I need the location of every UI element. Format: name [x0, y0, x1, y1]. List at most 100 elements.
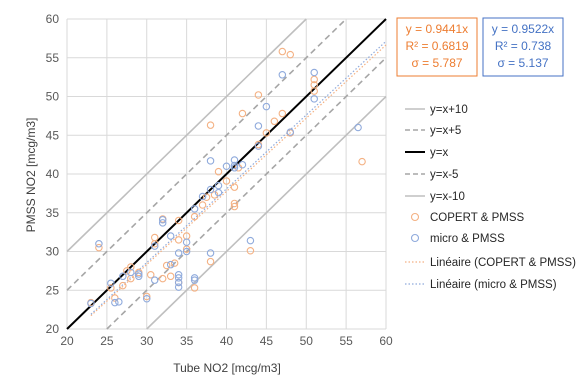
point-series-1 [150, 242, 159, 250]
point-series-0 [146, 270, 155, 279]
point-series-0 [202, 193, 211, 202]
point-series-0 [210, 191, 219, 199]
point-series-1 [230, 164, 239, 172]
stat-box-1 [482, 17, 564, 77]
point-series-1 [310, 68, 318, 77]
point-series-0 [198, 201, 207, 209]
point-series-0 [230, 199, 239, 208]
point-series-0 [246, 246, 255, 255]
point-series-1 [119, 272, 127, 281]
stat-sigma: σ = 5.137 [497, 56, 548, 70]
x-axis-title: Tube NO2 [mcg/m3] [173, 361, 281, 375]
point-series-0 [222, 177, 231, 185]
point-series-0 [150, 240, 159, 248]
y-tick-label: 30 [46, 245, 60, 259]
point-series-1 [238, 160, 247, 169]
point-series-0 [170, 259, 179, 267]
point-series-1 [174, 249, 183, 257]
point-series-0 [254, 91, 263, 99]
point-series-1 [254, 142, 263, 150]
point-series-1 [158, 215, 167, 224]
x-tick-label: 55 [339, 334, 353, 348]
point-series-1 [206, 157, 215, 165]
point-series-0 [214, 167, 223, 176]
point-series-1 [190, 276, 199, 284]
point-series-1 [95, 240, 103, 248]
point-series-0 [123, 267, 131, 275]
point-series-0 [107, 284, 115, 292]
legend-label: y=x-10 [430, 191, 465, 203]
point-series-1 [278, 71, 287, 79]
stat-r2: R² = 0.738 [495, 39, 552, 53]
y-tick-label: 40 [46, 167, 60, 181]
point-series-0 [111, 294, 119, 302]
x-tick-label: 40 [220, 334, 234, 348]
y-axis-title: PMSS NO2 [mcg/m3] [24, 118, 38, 233]
point-series-1 [135, 272, 143, 281]
point-series-1 [174, 278, 183, 287]
y-tick-label: 50 [46, 90, 60, 104]
point-series-0 [262, 129, 271, 137]
point-series-1 [127, 268, 135, 277]
ref-line-y=x+5 [66, 18, 347, 291]
point-series-1 [174, 283, 183, 291]
legend-label: y=x+10 [430, 104, 468, 116]
point-series-1 [150, 276, 159, 284]
ref-line-y=x-5 [106, 57, 387, 330]
ref-line-y=x+10 [66, 18, 307, 253]
trend-stat-boxes: y = 0.9441x R² = 0.6819 σ = 5.787 y = 0.952… [396, 17, 564, 77]
point-series-1 [310, 95, 318, 103]
point-series-1 [115, 298, 123, 306]
x-tick-label: 45 [260, 334, 274, 348]
x-tick-label: 20 [60, 334, 74, 348]
point-series-1 [354, 123, 362, 132]
trendline-1 [90, 40, 387, 315]
point-series-1 [174, 274, 183, 282]
point-series-1 [166, 260, 175, 269]
point-series-1 [190, 274, 199, 282]
point-series-1 [230, 156, 239, 164]
point-series-0 [127, 274, 135, 283]
point-series-0 [174, 236, 183, 244]
point-series-0 [238, 109, 247, 118]
point-series-0 [230, 183, 239, 191]
stat-sigma: σ = 5.787 [411, 56, 462, 70]
point-series-0 [230, 202, 239, 211]
point-series-0 [190, 284, 199, 292]
point-series-1 [158, 219, 167, 227]
tick-labels: 20 25 30 35 40 45 50 55 60 20 25 30 35 40 45 50 55 60 [46, 12, 393, 348]
point-series-0 [310, 87, 318, 95]
point-series-0 [182, 245, 191, 253]
y-tick-label: 25 [46, 283, 60, 297]
point-series-0 [95, 243, 103, 252]
x-tick-label: 60 [379, 334, 393, 348]
point-series-1 [206, 249, 215, 257]
legend-label: Linéaire (micro & PMSS) [430, 279, 557, 291]
point-series-1 [111, 298, 119, 307]
point-series-1 [166, 232, 175, 240]
point-series-1 [230, 161, 239, 170]
y-tick-label: 55 [46, 51, 60, 65]
data-points [87, 47, 366, 308]
point-series-1 [286, 128, 295, 136]
point-series-1 [254, 122, 263, 130]
point-series-0 [143, 292, 151, 301]
point-series-1 [262, 102, 271, 111]
point-series-1 [222, 162, 231, 171]
point-series-0 [206, 121, 215, 129]
legend: y=x+10 y=x+5 y=x y=x-5 y=x-10 COPERT & PMSS mi… [405, 104, 576, 291]
point-series-1 [190, 205, 199, 213]
y-tick-label: 35 [46, 206, 60, 220]
point-series-1 [135, 270, 143, 278]
legend-label: COPERT & PMSS [430, 212, 524, 224]
point-series-1 [174, 270, 183, 279]
point-series-0 [286, 50, 295, 59]
point-series-1 [198, 192, 207, 201]
stat-equation: y = 0.9441x [406, 22, 468, 36]
point-series-0 [158, 274, 167, 283]
x-tick-label: 35 [180, 334, 194, 348]
point-series-1 [214, 188, 223, 197]
legend-label: micro & PMSS [430, 233, 505, 245]
x-tick-label: 30 [140, 334, 154, 348]
